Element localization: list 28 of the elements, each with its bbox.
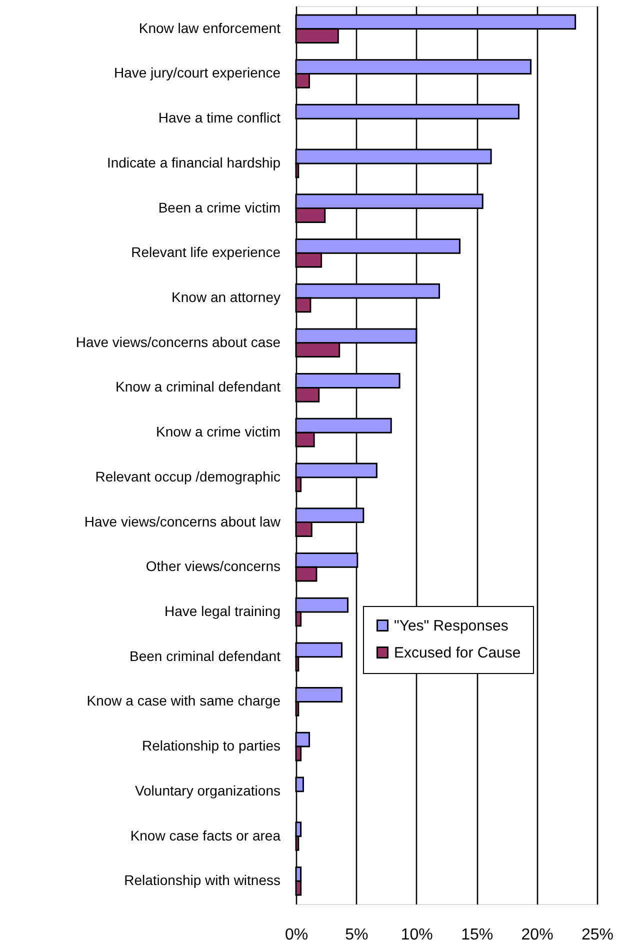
legend-label: Excused for Cause: [394, 644, 521, 662]
y-tick-label: Have views/concerns about law: [84, 513, 282, 530]
y-tick-label: Relevant life experience: [131, 244, 281, 260]
y-tick-label: Know a case with same charge: [86, 692, 281, 709]
y-tick-label: Have legal training: [164, 602, 280, 619]
x-tick-label: 20%: [521, 926, 554, 944]
x-tick-label: 15%: [461, 926, 494, 944]
y-tick-label: Voluntary organizations: [134, 782, 280, 798]
y-tick-label: Have views/concerns about case: [76, 334, 281, 350]
y-tick-label: Indicate a financial hardship: [106, 154, 281, 170]
y-tick-label: Have jury/court experience: [114, 64, 281, 81]
legend-label: "Yes" Responses: [394, 618, 508, 634]
x-tick-label: 0%: [284, 926, 308, 944]
y-tick-label: Know law enforcement: [138, 20, 281, 36]
y-tick-label: Know a criminal defendant: [116, 378, 281, 395]
y-tick-label: Been a crime victim: [158, 199, 280, 216]
y-tick-label: Relationship with witness: [124, 872, 280, 888]
y-tick-label: Have a time conflict: [158, 110, 281, 126]
x-tick-label: 10%: [400, 926, 433, 944]
y-tick-label: Know a crime victim: [156, 424, 280, 440]
y-tick-label: Relevant occup /demographic: [95, 468, 280, 484]
x-tick-label: 25%: [581, 926, 614, 944]
y-tick-label: Relationship to parties: [142, 738, 280, 754]
y-tick-label: Other views/concerns: [146, 558, 280, 574]
y-tick-label: Know case facts or area: [130, 827, 281, 844]
y-tick-label: Know an attorney: [172, 289, 280, 306]
x-tick-label: 5%: [345, 926, 368, 944]
y-tick-label: Been criminal defendant: [130, 648, 281, 664]
